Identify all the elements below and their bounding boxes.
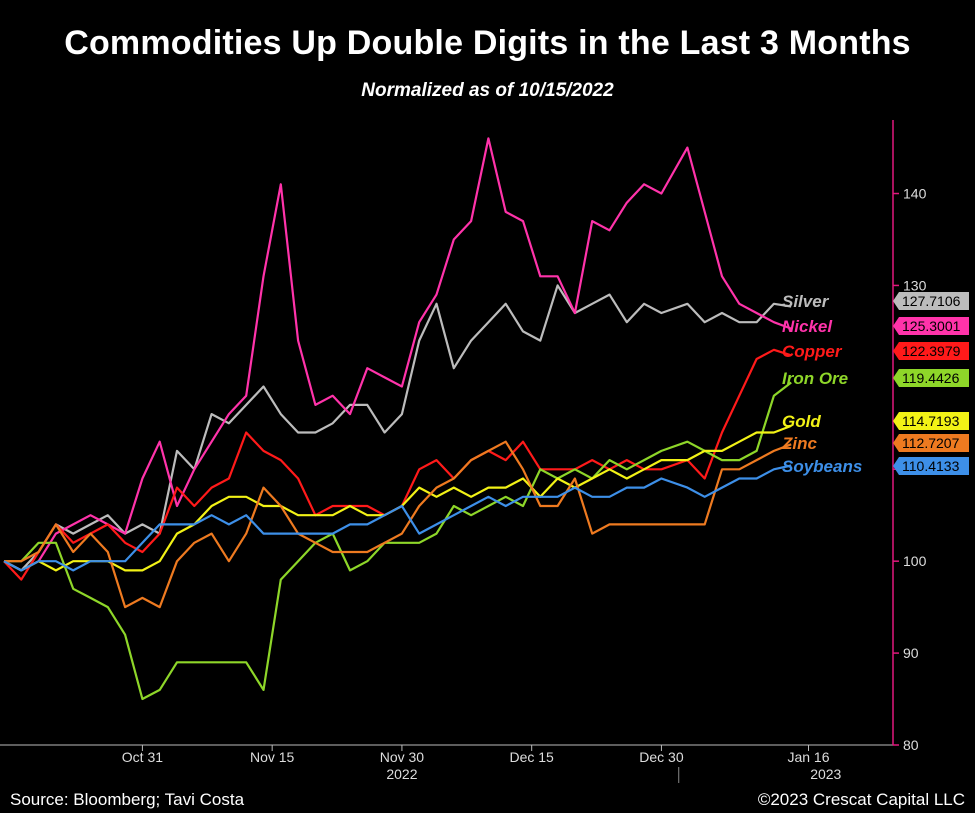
x-tick-label: Nov 30 <box>380 749 425 765</box>
legend-label-copper: Copper <box>782 342 843 361</box>
x-year-label: 2023 <box>810 766 841 782</box>
x-tick-label: Oct 31 <box>122 749 163 765</box>
value-label-silver: 127.7106 <box>902 293 961 309</box>
value-label-soybeans: 110.4133 <box>902 458 960 474</box>
value-tag-silver <box>893 292 969 310</box>
series-line-iron-ore <box>4 381 792 701</box>
y-tick-label: 90 <box>903 645 919 661</box>
value-label-iron-ore: 119.4426 <box>902 370 960 386</box>
value-label-nickel: 125.3001 <box>902 318 961 334</box>
series-line-silver <box>3 284 792 572</box>
legend-label-soybeans: Soybeans <box>782 457 862 476</box>
axes: Oct 31 Nov 15 Nov 30 Dec 15 Dec 30 Jan 16 2022… <box>0 120 927 783</box>
value-tag-nickel <box>893 317 969 335</box>
value-tag-copper <box>893 342 969 360</box>
y-tick-label: 80 <box>903 737 919 753</box>
legend-label-silver: Silver <box>782 292 830 311</box>
x-tick-label: Dec 15 <box>509 749 554 765</box>
series-line-soybeans <box>3 464 792 572</box>
legend-label-gold: Gold <box>782 412 821 431</box>
legend-label-iron-ore: Iron Ore <box>782 369 848 388</box>
y-tick-label: 140 <box>903 186 927 202</box>
legend-label-nickel: Nickel <box>782 317 833 336</box>
x-tick-label: Nov 15 <box>250 749 295 765</box>
series-line-nickel <box>3 137 792 572</box>
value-tag-iron-ore <box>893 369 969 387</box>
series-line-zinc <box>4 440 792 609</box>
value-tag-zinc <box>893 434 969 452</box>
value-tag-soybeans <box>893 457 969 475</box>
chart-subtitle: Normalized as of 10/15/2022 <box>361 80 614 101</box>
x-tick-label: Dec 30 <box>639 749 684 765</box>
y-tick-label: 130 <box>903 277 927 293</box>
series-lines <box>3 137 792 701</box>
value-label-copper: 122.3979 <box>902 343 961 359</box>
x-year-label: 2022 <box>386 766 417 782</box>
source-note: Source: Bloomberg; Tavi Costa <box>10 790 245 809</box>
legend: Silver 127.7106 Nickel 125.3001 Copper 122.39… <box>781 292 969 476</box>
y-tick-label: 100 <box>903 553 927 569</box>
legend-label-zinc: Zinc <box>781 434 817 453</box>
chart-title: Commodities Up Double Digits in the Last… <box>64 24 911 62</box>
value-tag-gold <box>893 412 969 430</box>
copyright-note: ©2023 Crescat Capital LLC <box>757 790 965 809</box>
x-tick-label: Jan 16 <box>787 749 829 765</box>
value-label-zinc: 112.7207 <box>902 435 960 451</box>
value-label-gold: 114.7193 <box>902 413 960 429</box>
